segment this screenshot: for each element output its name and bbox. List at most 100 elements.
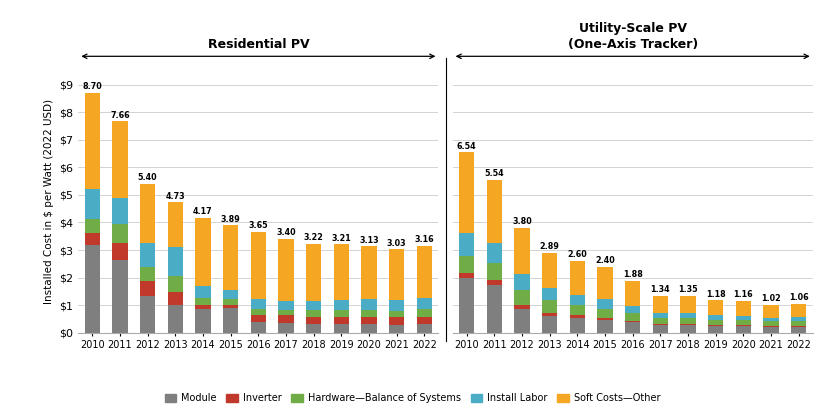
Bar (361, 317, 377, 324)
Bar (459, 255, 474, 273)
Bar (653, 324, 668, 325)
Bar (681, 324, 695, 325)
Bar (487, 285, 502, 333)
Text: 3.80: 3.80 (512, 217, 532, 226)
Bar (597, 309, 613, 318)
Bar (791, 326, 806, 327)
Bar (278, 310, 294, 315)
Bar (514, 274, 530, 290)
Bar (334, 310, 349, 317)
Bar (85, 245, 100, 333)
Bar (487, 280, 502, 285)
Bar (542, 316, 557, 333)
Text: 3.65: 3.65 (248, 221, 268, 230)
Bar (708, 325, 724, 326)
Bar (763, 305, 779, 318)
Text: 3.13: 3.13 (359, 236, 379, 245)
Bar (223, 299, 238, 305)
Bar (85, 93, 100, 189)
Bar (85, 233, 100, 245)
Bar (361, 310, 377, 317)
Bar (389, 325, 404, 333)
Bar (487, 180, 502, 243)
Bar (361, 324, 377, 333)
Text: 1.18: 1.18 (706, 290, 726, 299)
Text: 3.89: 3.89 (221, 215, 241, 224)
Bar (708, 326, 724, 333)
Bar (223, 305, 238, 308)
Bar (681, 325, 695, 333)
Text: 3.40: 3.40 (276, 228, 296, 238)
Bar (334, 244, 349, 300)
Bar (334, 317, 349, 324)
Text: 8.70: 8.70 (82, 82, 102, 91)
Bar (389, 300, 404, 311)
Bar (487, 243, 502, 263)
Bar (763, 318, 779, 321)
Bar (791, 327, 806, 333)
Bar (597, 300, 613, 309)
Bar (251, 232, 266, 300)
Bar (597, 318, 613, 320)
Bar (459, 277, 474, 333)
Bar (681, 318, 695, 324)
Bar (597, 320, 613, 333)
Bar (306, 310, 321, 317)
Bar (167, 247, 183, 276)
Text: 3.22: 3.22 (304, 233, 323, 242)
Text: 2.60: 2.60 (568, 250, 587, 260)
Bar (570, 318, 585, 333)
Bar (223, 225, 238, 290)
Bar (763, 321, 779, 326)
Bar (112, 224, 128, 243)
Bar (251, 315, 266, 322)
Bar (763, 327, 779, 333)
Text: 1.06: 1.06 (789, 293, 808, 302)
Bar (167, 292, 183, 305)
Bar (334, 300, 349, 310)
Bar (514, 290, 530, 305)
Bar (542, 313, 557, 316)
Bar (361, 300, 377, 310)
Bar (140, 184, 155, 243)
Bar (417, 310, 432, 317)
Bar (140, 295, 155, 333)
Text: 3.21: 3.21 (332, 234, 351, 243)
Text: 2.89: 2.89 (540, 243, 559, 251)
Legend: Module, Inverter, Hardware—Balance of Systems, Install Labor, Soft Costs—Other: Module, Inverter, Hardware—Balance of Sy… (161, 389, 664, 407)
Text: 6.54: 6.54 (457, 142, 476, 151)
Bar (278, 239, 294, 300)
Bar (112, 198, 128, 224)
Bar (791, 317, 806, 321)
Bar (140, 281, 155, 295)
Text: 1.88: 1.88 (623, 270, 643, 279)
Bar (417, 298, 432, 310)
Bar (306, 301, 321, 310)
Bar (196, 298, 210, 305)
Title: Utility-Scale PV
(One-Axis Tracker): Utility-Scale PV (One-Axis Tracker) (568, 22, 698, 52)
Text: 7.66: 7.66 (110, 111, 130, 120)
Bar (653, 313, 668, 318)
Bar (306, 244, 321, 301)
Bar (334, 324, 349, 333)
Bar (251, 322, 266, 333)
Text: 5.54: 5.54 (484, 169, 504, 178)
Bar (389, 311, 404, 317)
Bar (167, 202, 183, 247)
Bar (112, 260, 128, 333)
Bar (459, 233, 474, 255)
Bar (417, 317, 432, 324)
Bar (736, 301, 751, 316)
Bar (542, 300, 557, 313)
Bar (417, 245, 432, 298)
Bar (361, 246, 377, 300)
Bar (459, 152, 474, 233)
Bar (417, 324, 432, 333)
Bar (112, 243, 128, 260)
Bar (85, 219, 100, 233)
Text: 1.02: 1.02 (761, 294, 781, 303)
Bar (140, 267, 155, 281)
Bar (251, 309, 266, 315)
Bar (140, 243, 155, 267)
Text: 4.73: 4.73 (166, 192, 185, 201)
